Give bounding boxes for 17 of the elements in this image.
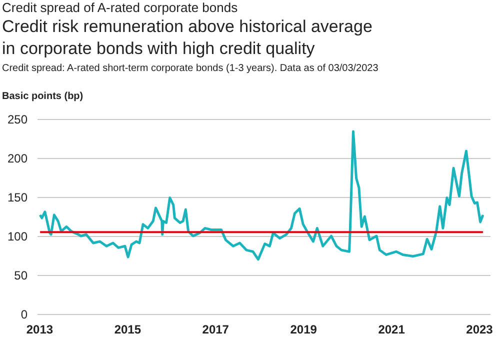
chart-title: Credit risk remuneration above historical average in corporate bonds with high credit quality [2,17,372,58]
x-tick-label: 2023 [466,322,494,336]
x-tick-label: 2015 [114,322,142,336]
y-tick-label: 50 [14,268,28,282]
y-tick-label: 150 [7,190,28,204]
y-axis-title: Basic points (bp) [2,91,84,102]
x-tick-label: 2013 [26,322,54,336]
x-tick-label: 2021 [378,322,406,336]
x-tick-label: 2017 [202,322,230,336]
y-tick-label: 200 [7,152,28,166]
y-tick-label: 250 [7,112,28,126]
y-tick-label: 0 [20,308,28,322]
x-tick-label: 2019 [290,322,318,336]
chart-subtitle: Credit spread: A-rated short-term corporate bonds (1-3 years). Data as of 03/03/2023 [2,63,379,74]
line-series [38,130,484,261]
y-tick-label: 100 [7,230,28,244]
text: Credit spread of A-rated corporate bonds [2,0,238,15]
